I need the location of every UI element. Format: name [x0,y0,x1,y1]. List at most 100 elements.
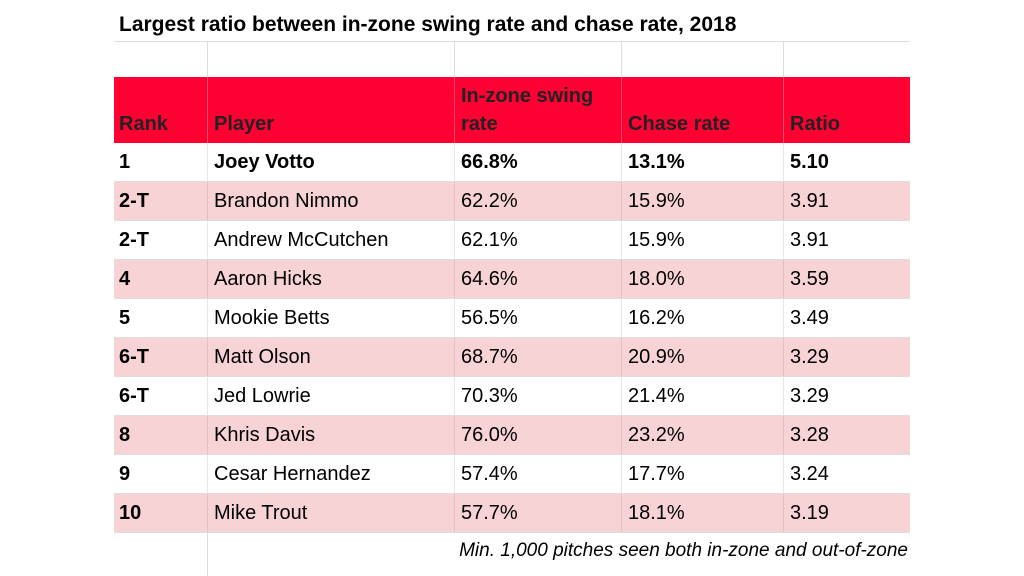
column-divider [454,338,455,376]
column-divider [783,143,784,181]
cell-inzone-swing-rate: 57.7% [461,501,518,524]
column-divider [207,77,208,143]
column-divider [454,221,455,259]
column-divider [454,377,455,415]
cell-chase-rate: 23.2% [628,423,685,446]
column-divider [783,416,784,454]
cell-player: Brandon Nimmo [214,189,359,212]
table-row: 4 Aaron Hicks 64.6% 18.0% 3.59 [114,260,910,299]
column-divider [207,455,208,493]
table-header-row: Rank Player In-zone swing rate Chase rat… [114,77,910,143]
column-divider [621,143,622,181]
column-divider [454,455,455,493]
table-body: 1 Joey Votto 66.8% 13.1% 5.10 2-T Brandon Nimm… [114,143,910,533]
header-ratio: Ratio [790,113,840,135]
cell-rank: 4 [119,267,131,290]
column-divider [207,143,208,181]
cell-inzone-swing-rate: 76.0% [461,423,518,446]
cell-ratio: 3.49 [790,306,829,329]
cell-ratio: 3.29 [790,345,829,368]
column-divider [783,338,784,376]
column-divider [783,221,784,259]
table-row: 5 Mookie Betts 56.5% 16.2% 3.49 [114,299,910,338]
cell-ratio: 3.91 [790,228,829,251]
column-divider [621,494,622,532]
ratio-table: Rank Player In-zone swing rate Chase rat… [114,77,910,533]
column-divider [783,299,784,337]
table-row: 6-T Jed Lowrie 70.3% 21.4% 3.29 [114,377,910,416]
cell-chase-rate: 18.0% [628,267,685,290]
column-divider [207,494,208,532]
column-divider [621,377,622,415]
cell-rank: 6-T [119,345,149,368]
column-divider [783,182,784,220]
grid-line [454,41,455,77]
cell-ratio: 3.59 [790,267,829,290]
cell-inzone-swing-rate: 62.2% [461,189,518,212]
cell-rank: 1 [119,150,131,173]
cell-ratio: 5.10 [790,150,829,173]
grid-line [207,532,208,576]
cell-player: Joey Votto [214,150,315,173]
cell-player: Andrew McCutchen [214,228,389,251]
cell-rank: 2-T [119,189,149,212]
table-row: 2-T Andrew McCutchen 62.1% 15.9% 3.91 [114,221,910,260]
column-divider [454,494,455,532]
column-divider [621,338,622,376]
grid-line [783,41,784,77]
cell-inzone-swing-rate: 66.8% [461,150,518,173]
header-rank: Rank [119,113,168,135]
cell-rank: 6-T [119,384,149,407]
cell-player: Mike Trout [214,501,308,524]
cell-player: Aaron Hicks [214,267,322,290]
column-divider [207,260,208,298]
column-divider [621,299,622,337]
column-divider [207,377,208,415]
cell-chase-rate: 17.7% [628,462,685,485]
table-row: 6-T Matt Olson 68.7% 20.9% 3.29 [114,338,910,377]
cell-rank: 8 [119,423,131,446]
column-divider [454,299,455,337]
cell-ratio: 3.28 [790,423,829,446]
cell-rank: 9 [119,462,131,485]
column-divider [783,455,784,493]
column-divider [207,416,208,454]
cell-inzone-swing-rate: 57.4% [461,462,518,485]
column-divider [621,221,622,259]
column-divider [783,377,784,415]
column-divider [621,260,622,298]
grid-line [207,41,208,77]
column-divider [207,182,208,220]
footnote: Min. 1,000 pitches seen both in-zone and… [459,540,908,561]
column-divider [454,182,455,220]
cell-player: Cesar Hernandez [214,462,371,485]
cell-inzone-swing-rate: 64.6% [461,267,518,290]
table-row: 1 Joey Votto 66.8% 13.1% 5.10 [114,143,910,182]
cell-rank: 5 [119,306,131,329]
column-divider [454,143,455,181]
column-divider [454,416,455,454]
column-divider [454,77,455,143]
table-row: 9 Cesar Hernandez 57.4% 17.7% 3.24 [114,455,910,494]
cell-rank: 2-T [119,228,149,251]
cell-rank: 10 [119,501,142,524]
cell-player: Khris Davis [214,423,316,446]
grid-line [114,41,910,42]
cell-chase-rate: 15.9% [628,189,685,212]
cell-ratio: 3.24 [790,462,829,485]
cell-ratio: 3.19 [790,501,829,524]
header-player: Player [214,113,275,135]
header-inzone-swing-rate: In-zone swing rate [461,85,594,135]
cell-inzone-swing-rate: 56.5% [461,306,518,329]
grid-line [621,41,622,77]
column-divider [207,338,208,376]
cell-player: Mookie Betts [214,306,330,329]
table-row: 2-T Brandon Nimmo 62.2% 15.9% 3.91 [114,182,910,221]
column-divider [783,494,784,532]
column-divider [783,260,784,298]
column-divider [621,455,622,493]
cell-chase-rate: 13.1% [628,150,685,173]
column-divider [621,416,622,454]
cell-chase-rate: 20.9% [628,345,685,368]
column-divider [783,77,784,143]
